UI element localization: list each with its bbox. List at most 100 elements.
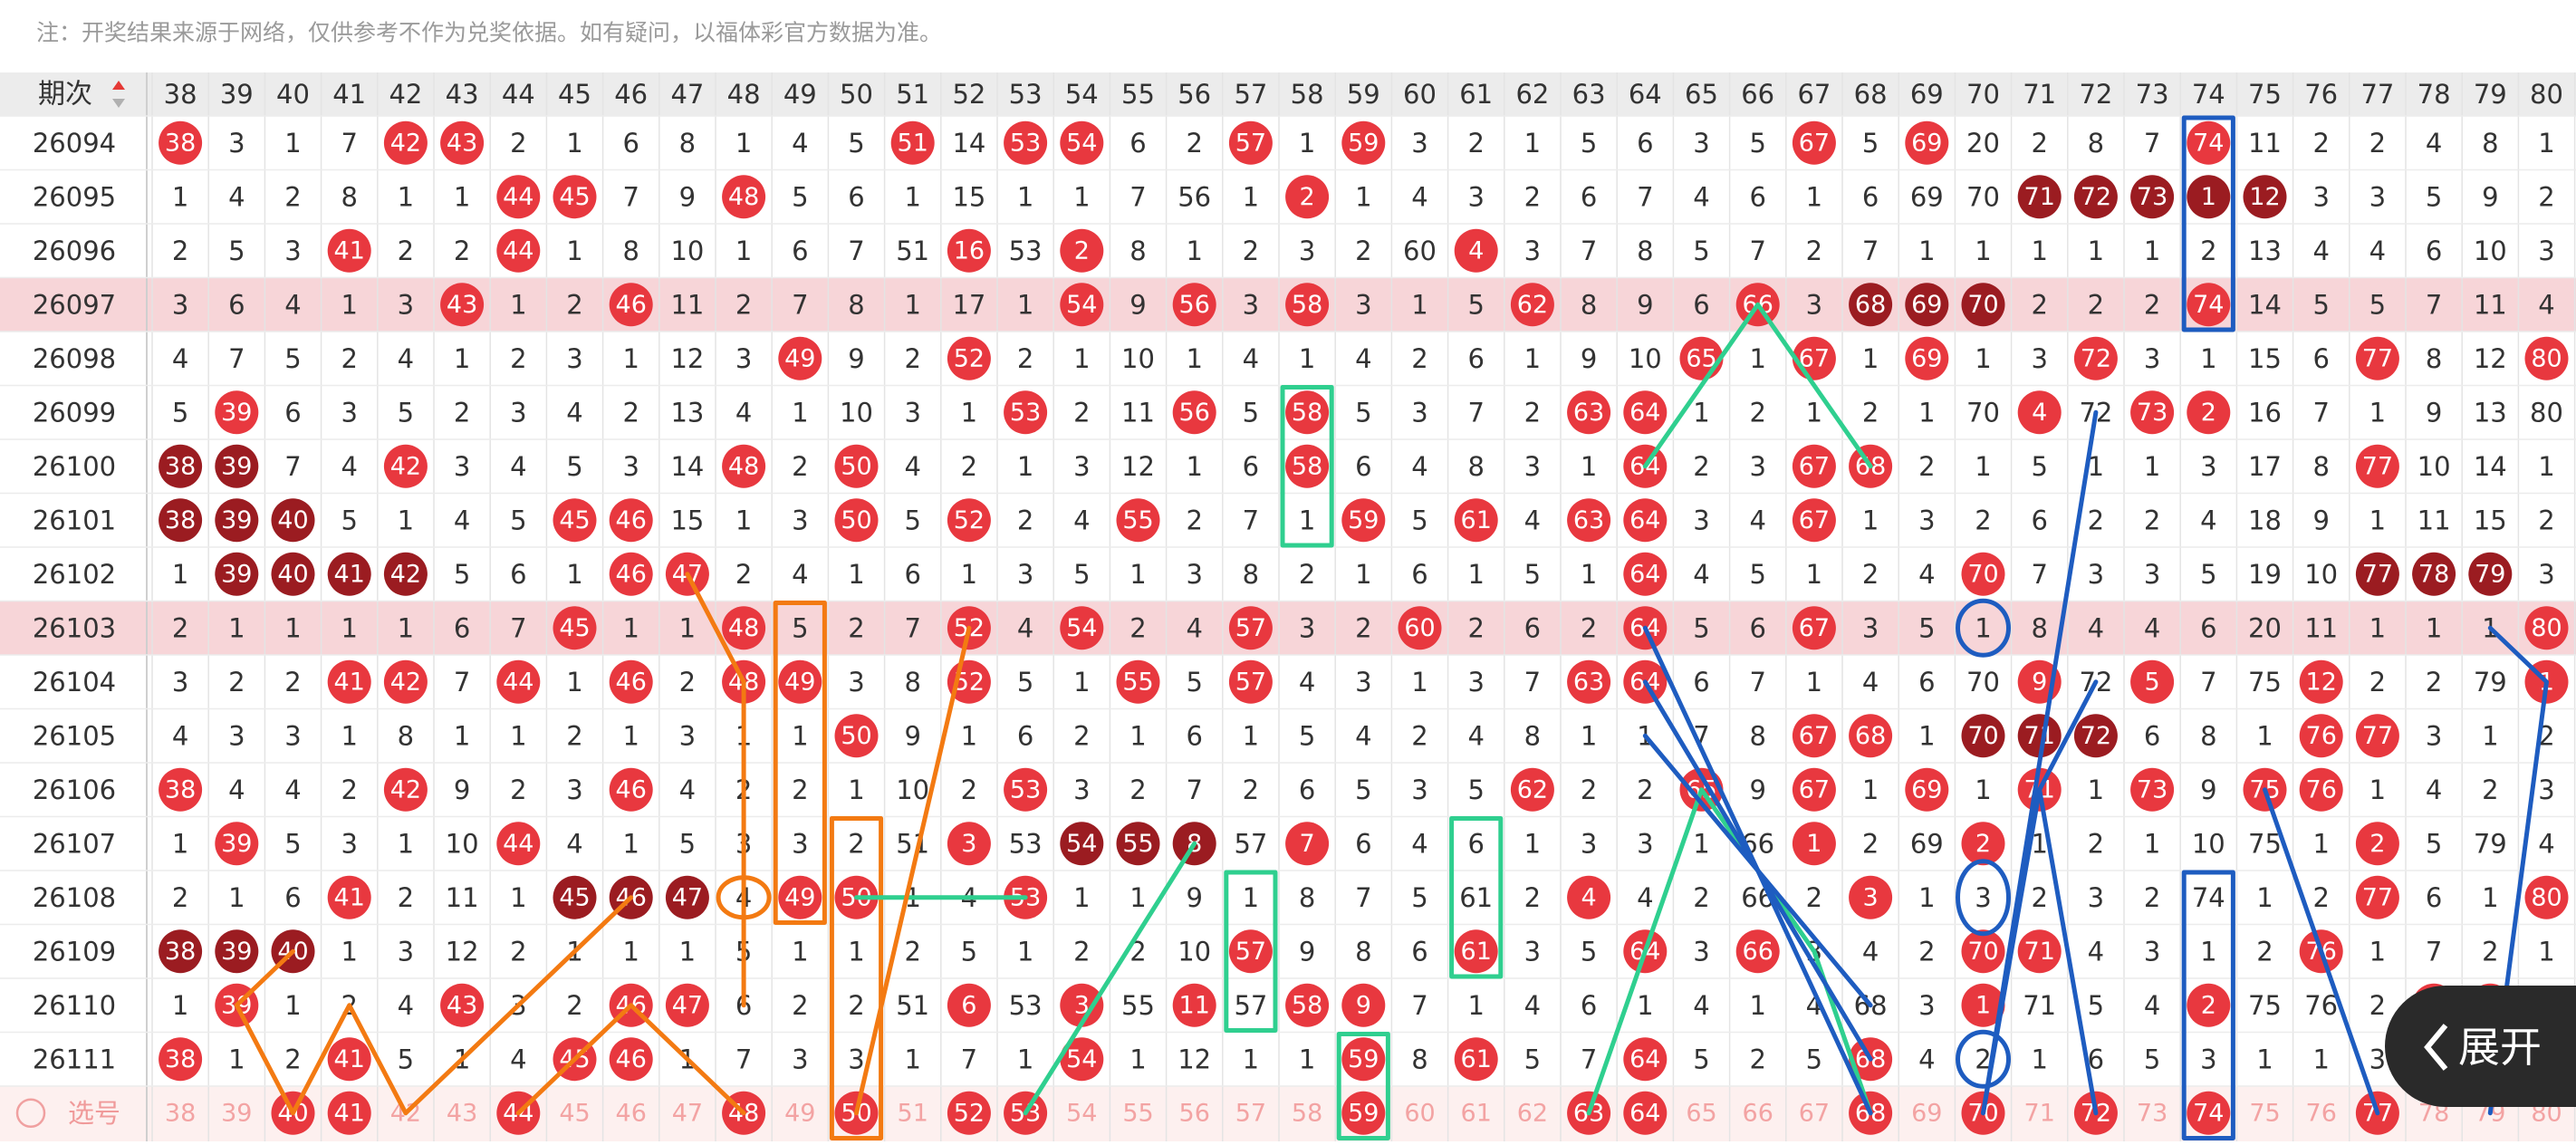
sort-up [112,81,125,90]
ball [1849,875,1893,919]
cell-value: 54 [1066,129,1097,157]
cell-value: 2 [2369,128,2386,159]
cell-value: 1 [1186,451,1202,482]
cell-value: 4 [1243,343,1259,374]
ball [947,983,991,1027]
issue-header[interactable]: 期次 [38,79,92,111]
cell-value: 2 [1411,343,1427,374]
cell-value: 1 [1918,397,1935,428]
cell-value: 2 [398,882,414,913]
cell-value: 72 [2081,183,2111,211]
cell-value: 1 [2144,451,2160,482]
sort-down [112,99,125,108]
column-header: 58 [1291,79,1324,110]
cell-value: 2 [2369,667,2386,698]
cell-value: 2 [792,990,808,1021]
cell-value: 4 [566,828,582,859]
cell-value: 9 [2200,775,2216,805]
ball [947,498,991,543]
cell-value: 48 [728,452,759,480]
cell-value: 3 [792,505,808,535]
ball [665,875,709,919]
cell-value: 64 [1629,399,1660,427]
ball [1792,822,1836,866]
cell-value: 2 [1073,397,1090,428]
cell-value: 9 [454,775,470,805]
cell-value: 1 [1073,882,1090,913]
ball [1172,983,1216,1027]
cell-value: 6 [2200,612,2216,643]
ball [2017,929,2062,974]
cell-value: 3 [1693,505,1709,535]
cell-value: 9 [1637,289,1653,320]
cell-value: 2 [341,343,357,374]
cell-value: 3 [341,397,357,428]
cell-value: 2 [1581,775,1597,805]
column-header: 73 [2136,79,2169,110]
cell-value: 4 [1693,559,1709,590]
ball [2130,175,2175,219]
cell-value: 55 [1122,668,1153,696]
select-number: 67 [1799,1099,1830,1127]
select-ball [1341,1091,1386,1135]
cell-value: 11 [2248,128,2282,159]
select-number: 64 [1629,1099,1660,1127]
ball [553,175,597,219]
expand-label[interactable]: 展开 [2458,1023,2542,1072]
cell-value: 3 [1637,828,1653,859]
cell-value: 7 [1637,181,1653,212]
ball [1735,929,1780,974]
cell-value: 7 [1524,667,1541,698]
cell-value: 3 [622,451,639,482]
cell-value: 2 [961,775,977,805]
issue: 26104 [33,667,116,698]
cell-value: 2 [1243,775,1259,805]
annotation-box [1336,1032,1390,1140]
cell-value: 48 [728,183,759,211]
cell-value: 2 [1074,236,1090,265]
cell-value: 67 [1799,614,1830,642]
cell-value: 1 [848,559,864,590]
cell-value: 2 [510,128,526,159]
ball [1792,498,1836,543]
cell-value: 63 [1573,399,1604,427]
cell-value: 6 [1186,720,1202,751]
cell-value: 5 [2426,181,2442,212]
cell-value: 1 [1693,828,1709,859]
column-header: 56 [1177,79,1211,110]
cell-value: 58 [1292,991,1322,1019]
cell-value: 3 [1693,936,1709,967]
annotation-line [854,625,972,1116]
expand-button-bg[interactable] [2385,986,2576,1107]
cell-value: 44 [503,236,533,265]
expand-button[interactable]: 展开 [2385,986,2576,1107]
cell-value: 2 [1975,505,1991,535]
issue: 26107 [33,828,116,859]
cell-value: 61 [1461,506,1492,534]
cell-value: 42 [390,668,421,696]
cell-value: 41 [334,883,365,911]
ball [271,498,315,543]
cell-value: 7 [1581,236,1597,266]
cell-value: 3 [228,720,245,751]
cell-value: 1 [1918,720,1935,751]
cell-value: 57 [1235,614,1266,642]
select-number: 46 [616,1099,647,1127]
cell-value: 4 [2426,775,2442,805]
cell-value: 4 [1862,667,1879,698]
cell-value: 70 [1966,181,2000,212]
cell-value: 45 [559,183,590,211]
cell-value: 3 [904,397,920,428]
cell-value: 1 [961,720,977,751]
cell-value: 8 [1129,236,1146,266]
cell-value: 8 [2031,612,2047,643]
cell-value: 50 [841,722,871,750]
cell-value: 4 [735,397,752,428]
ball [327,228,371,273]
select-ball [1623,1091,1668,1135]
cell-value: 2 [398,236,414,266]
cell-value: 2 [1300,183,1315,211]
cell-value: 67 [1799,129,1830,157]
cell-value: 2 [1017,505,1033,535]
cell-value: 4 [1693,990,1709,1021]
